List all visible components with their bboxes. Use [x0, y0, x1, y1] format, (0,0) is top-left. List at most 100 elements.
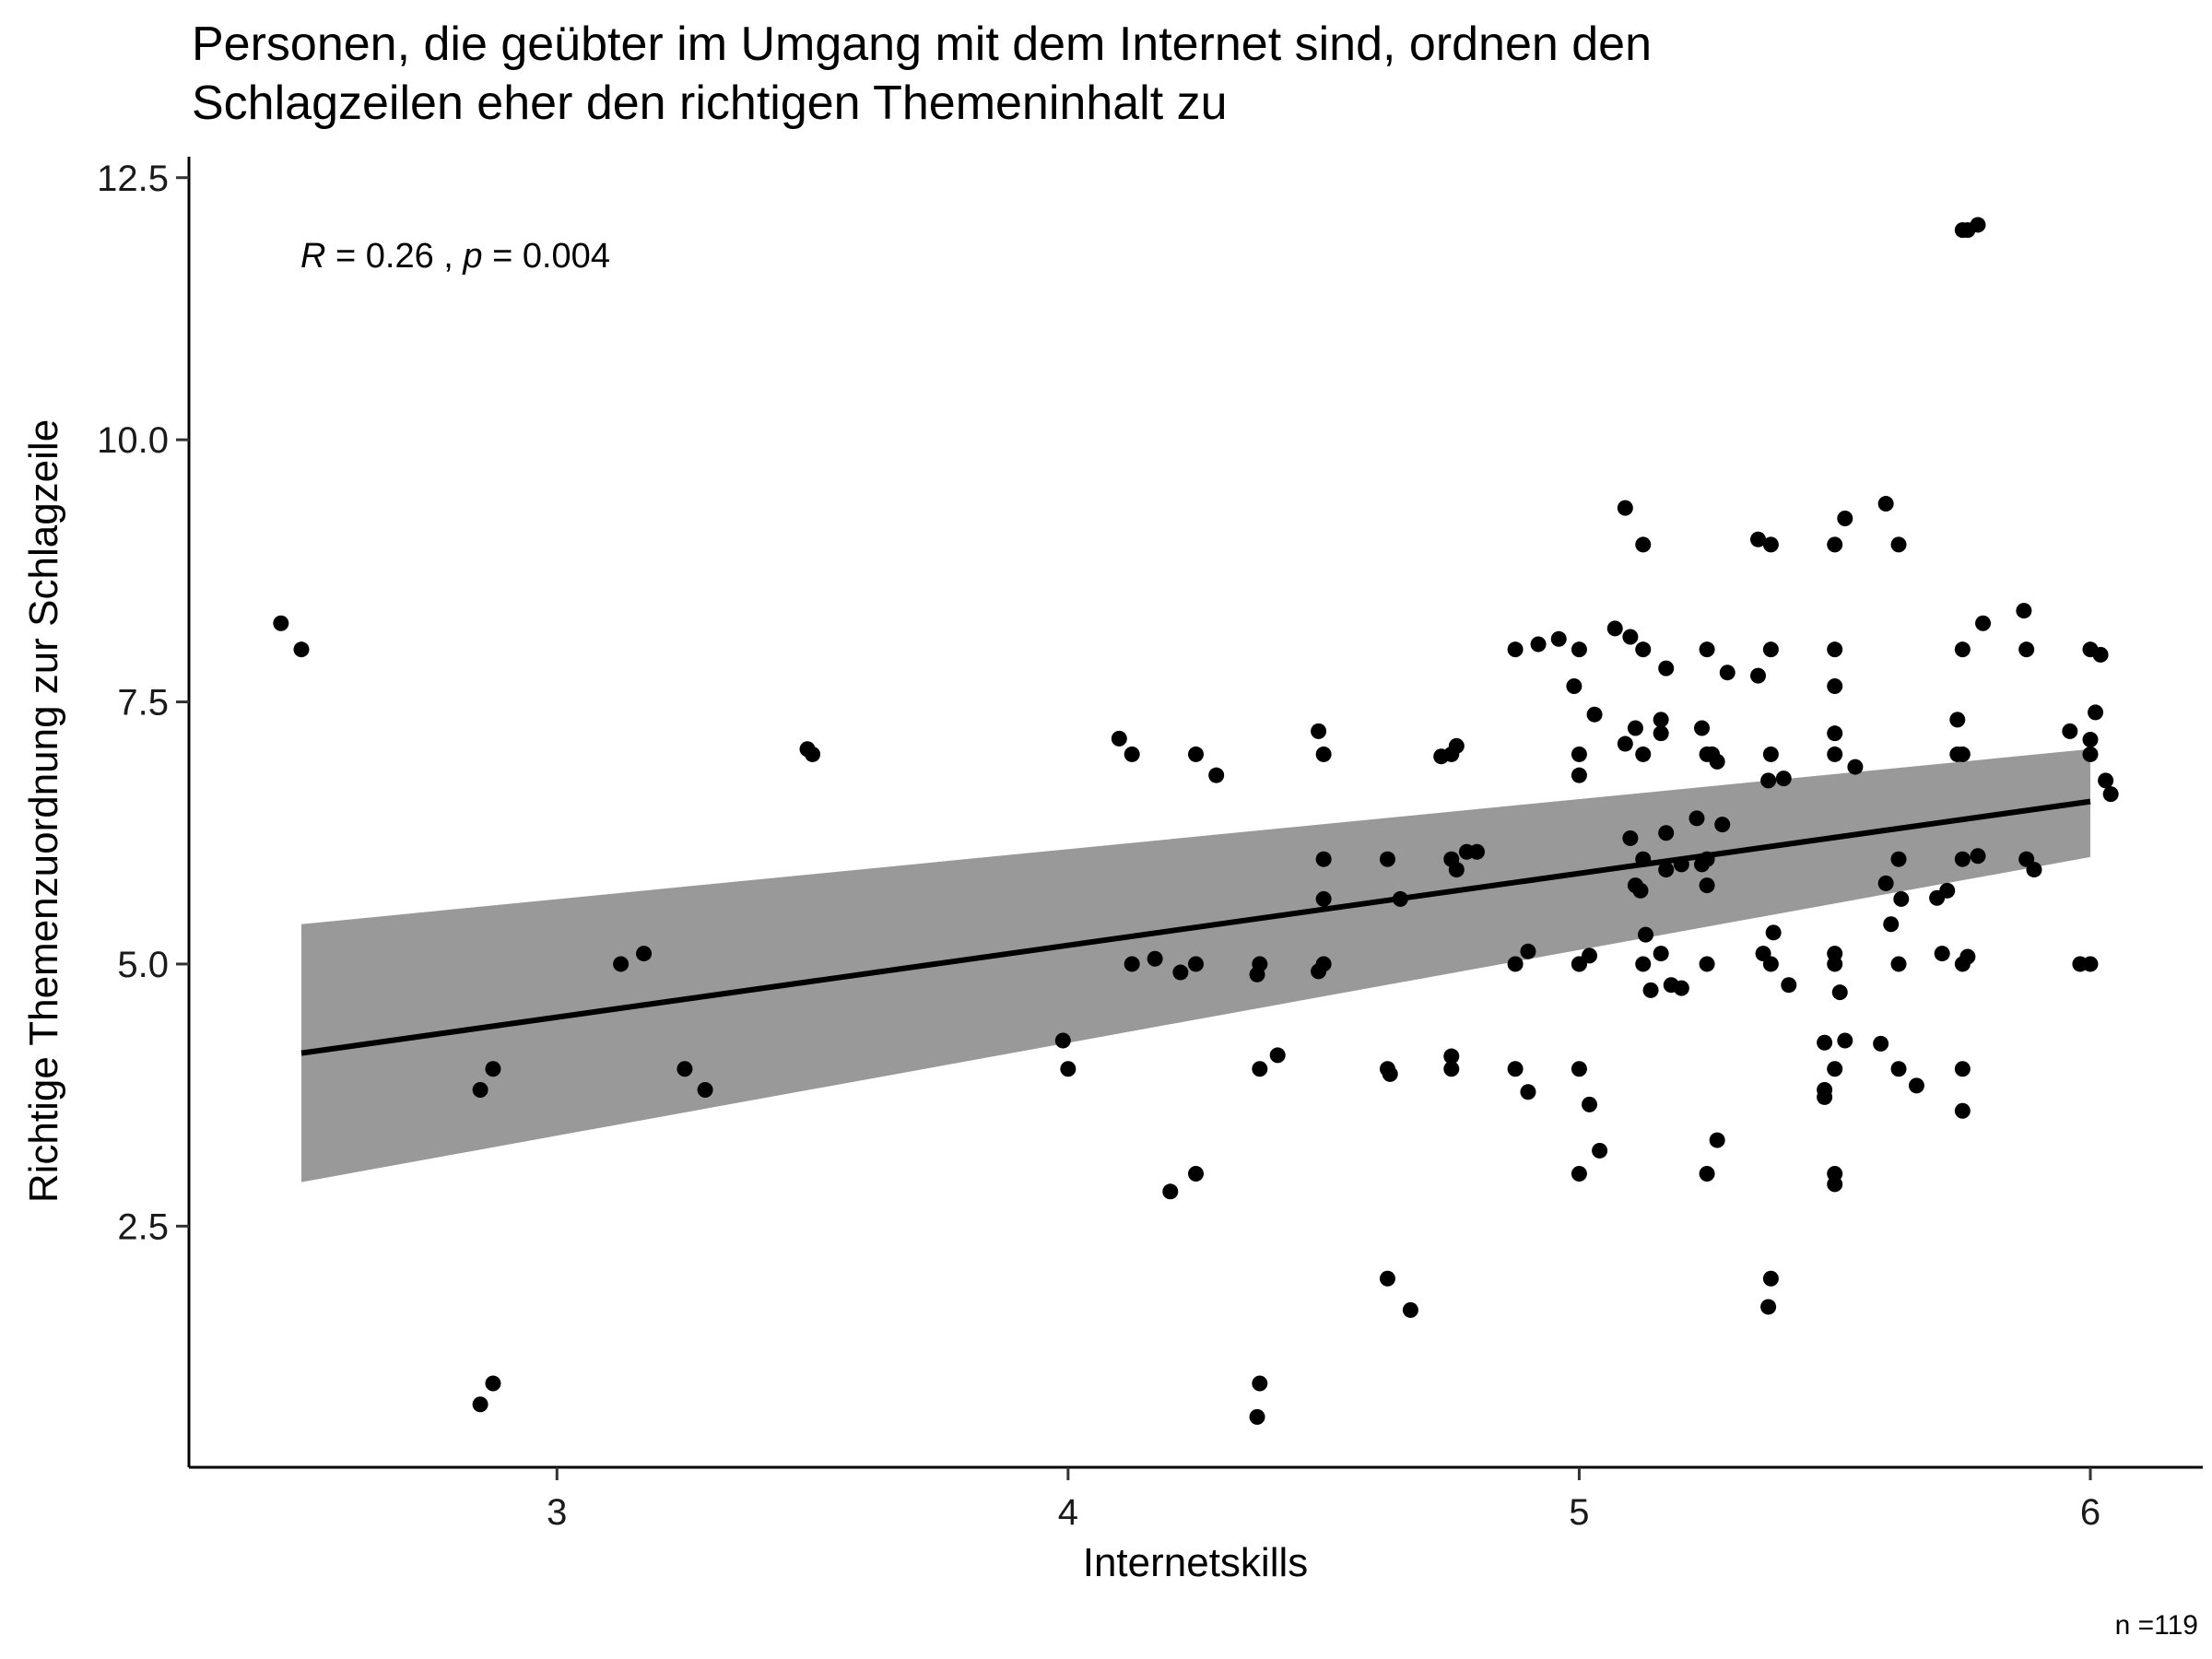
- data-point: [1653, 712, 1669, 728]
- x-axis-ticks: 3 4 5 6: [547, 1467, 2100, 1533]
- data-point: [1632, 882, 1649, 899]
- data-point: [1653, 725, 1669, 742]
- data-point: [1392, 890, 1408, 907]
- data-point: [1448, 862, 1465, 878]
- data-point: [1949, 712, 1966, 728]
- correlation-annotation: R = 0.26 , p = 0.004: [300, 237, 610, 276]
- regression-line: [300, 798, 2091, 1056]
- data-point: [1402, 1301, 1418, 1318]
- data-point: [1699, 877, 1715, 894]
- data-point: [1507, 956, 1524, 972]
- data-point: [1694, 720, 1711, 736]
- y-tick-label: 2.5: [117, 1206, 169, 1247]
- data-point: [1571, 767, 1587, 783]
- data-point: [273, 615, 289, 631]
- data-point: [1592, 1142, 1608, 1159]
- data-point: [1550, 630, 1567, 647]
- data-point: [1448, 737, 1465, 754]
- data-point: [1750, 531, 1767, 547]
- data-point: [1694, 856, 1711, 873]
- data-point: [1252, 1061, 1268, 1077]
- data-point: [1315, 890, 1332, 907]
- data-point: [1653, 946, 1669, 962]
- annotation-p-value: = 0.004: [483, 237, 610, 276]
- data-point: [1954, 1102, 1971, 1119]
- data-point: [1883, 916, 1900, 933]
- data-point: [1714, 817, 1731, 833]
- data-point: [1765, 924, 1782, 941]
- data-point: [1750, 667, 1767, 684]
- data-point: [1890, 1061, 1907, 1077]
- data-point: [1658, 862, 1675, 878]
- data-point: [1762, 641, 1779, 658]
- data-point: [1877, 496, 1894, 512]
- data-point: [1847, 759, 1864, 775]
- data-point: [1188, 1165, 1204, 1182]
- data-point: [2016, 603, 2032, 619]
- data-point: [697, 1081, 713, 1098]
- data-point: [1827, 536, 1843, 553]
- data-point: [1827, 946, 1843, 962]
- data-point: [1520, 943, 1536, 959]
- data-point: [1443, 1048, 1460, 1065]
- data-point: [1827, 1061, 1843, 1077]
- data-point: [1582, 947, 1598, 964]
- data-point: [2082, 746, 2099, 762]
- data-point: [1959, 948, 1976, 965]
- data-point: [1755, 946, 1771, 962]
- data-point: [1827, 1176, 1843, 1193]
- data-point: [1890, 536, 1907, 553]
- data-point: [1379, 1270, 1395, 1287]
- data-point: [1571, 641, 1587, 658]
- data-point: [1954, 1061, 1971, 1077]
- data-point: [1315, 746, 1332, 762]
- data-point: [1975, 615, 1992, 631]
- data-point: [1877, 875, 1894, 891]
- data-point: [1382, 1065, 1398, 1082]
- data-point: [1147, 950, 1163, 967]
- data-point: [1469, 843, 1486, 860]
- data-point: [636, 946, 653, 962]
- data-point: [1949, 746, 1966, 762]
- data-point: [1709, 1132, 1725, 1148]
- data-point: [1688, 810, 1705, 827]
- data-point: [1781, 977, 1797, 994]
- data-point: [1571, 746, 1587, 762]
- data-point: [1893, 890, 1910, 907]
- x-tick-label: 3: [547, 1492, 567, 1533]
- x-tick-label: 5: [1569, 1492, 1589, 1533]
- regression-line-layer: [300, 798, 2091, 1056]
- data-point: [1208, 767, 1225, 783]
- data-point: [1817, 1034, 1833, 1051]
- data-point: [1566, 677, 1583, 694]
- y-tick-label: 12.5: [97, 159, 169, 199]
- data-point: [1954, 851, 1971, 867]
- data-point: [1507, 1061, 1524, 1077]
- data-point: [1617, 735, 1633, 752]
- data-point: [1172, 964, 1189, 981]
- data-point: [472, 1396, 488, 1413]
- data-point: [1635, 536, 1652, 553]
- data-point: [472, 1081, 488, 1098]
- data-point: [1673, 856, 1689, 873]
- data-point: [1908, 1077, 1924, 1094]
- data-point: [1622, 830, 1639, 846]
- data-point: [485, 1061, 501, 1077]
- y-axis-ticks: 2.5 5.0 7.5 10.0 12.5: [97, 159, 189, 1247]
- data-point: [1699, 1165, 1715, 1182]
- data-point: [1571, 1165, 1587, 1182]
- data-point: [799, 741, 816, 758]
- data-point: [1837, 1032, 1853, 1049]
- data-point: [1188, 746, 1204, 762]
- data-point: [1617, 500, 1633, 516]
- data-point: [1658, 825, 1675, 841]
- data-point: [2018, 641, 2035, 658]
- data-point: [1970, 217, 1986, 233]
- data-point: [1311, 723, 1327, 739]
- x-tick-label: 4: [1058, 1492, 1078, 1533]
- data-point: [1060, 1061, 1077, 1077]
- data-point: [2026, 862, 2042, 878]
- data-point: [1586, 706, 1603, 723]
- data-point: [1762, 536, 1779, 553]
